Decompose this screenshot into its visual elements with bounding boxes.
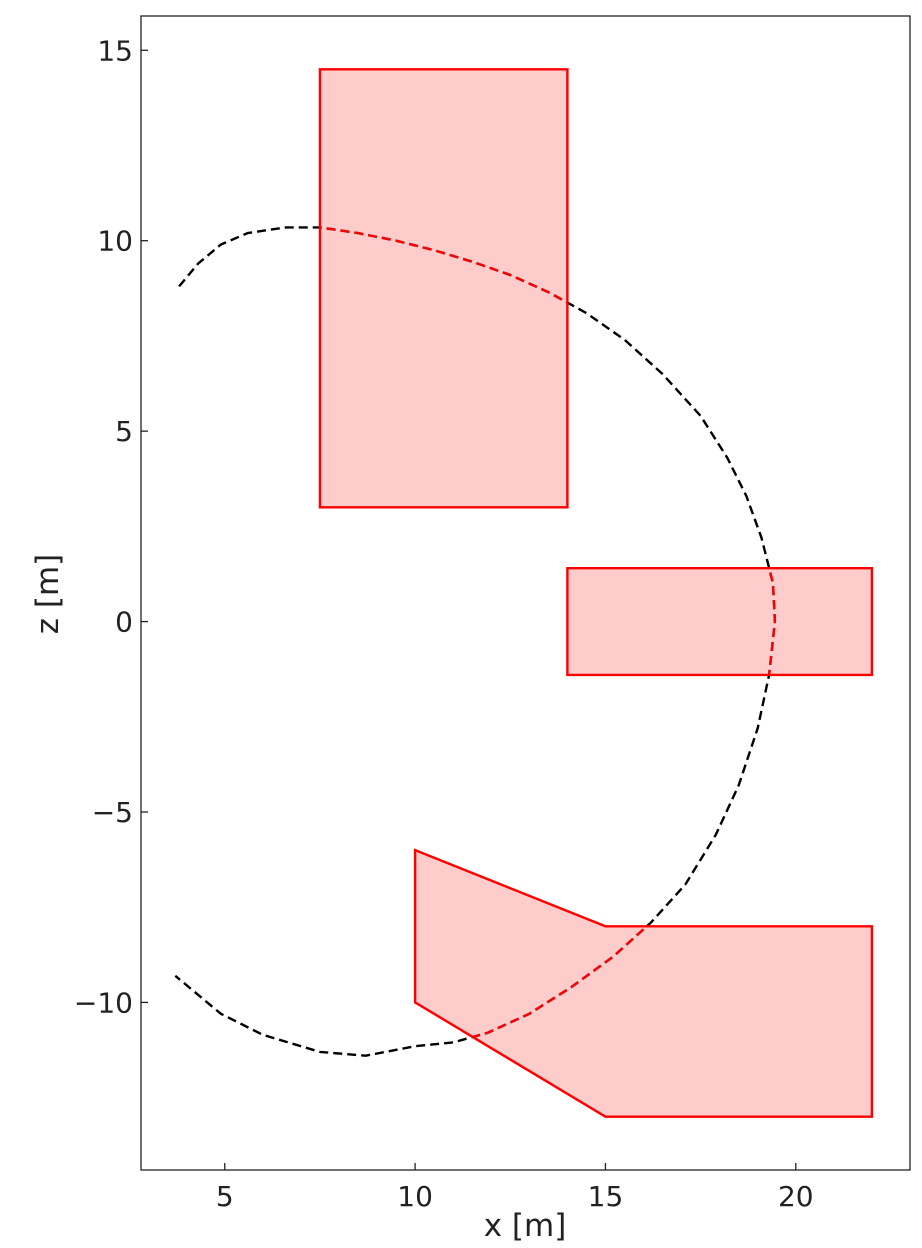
x-tick-label: 5 [216, 1180, 234, 1213]
y-axis-ticks: 15 10 5 0 −5 −10 [74, 34, 148, 1019]
trajectory-line-1 [174, 226, 777, 1057]
x-axis-ticks: 5 10 15 20 [216, 1163, 814, 1213]
y-tick-label: 0 [115, 606, 133, 639]
y-tick-label: −5 [92, 796, 133, 829]
region-layer [319, 69, 872, 1117]
x-tick-label: 15 [588, 1180, 624, 1213]
x-axis-label: x [m] [484, 1208, 567, 1244]
plot-frame [140, 15, 911, 1171]
region-outline-3 [413, 848, 874, 1118]
y-tick-label: 10 [97, 225, 133, 258]
trajectory-layer [174, 226, 777, 1057]
region-outline-2 [566, 567, 874, 677]
region-fill-1 [319, 69, 568, 508]
y-tick-label: −10 [74, 986, 133, 1019]
region-outline-1 [318, 68, 569, 509]
x-tick-label: 20 [778, 1180, 814, 1213]
region-fill-3 [415, 850, 872, 1117]
y-tick-label: 5 [115, 415, 133, 448]
x-tick-label: 10 [397, 1180, 433, 1213]
region-fill-2 [567, 568, 872, 675]
y-tick-label: 15 [97, 34, 133, 67]
y-axis-label: z [m] [30, 554, 66, 635]
